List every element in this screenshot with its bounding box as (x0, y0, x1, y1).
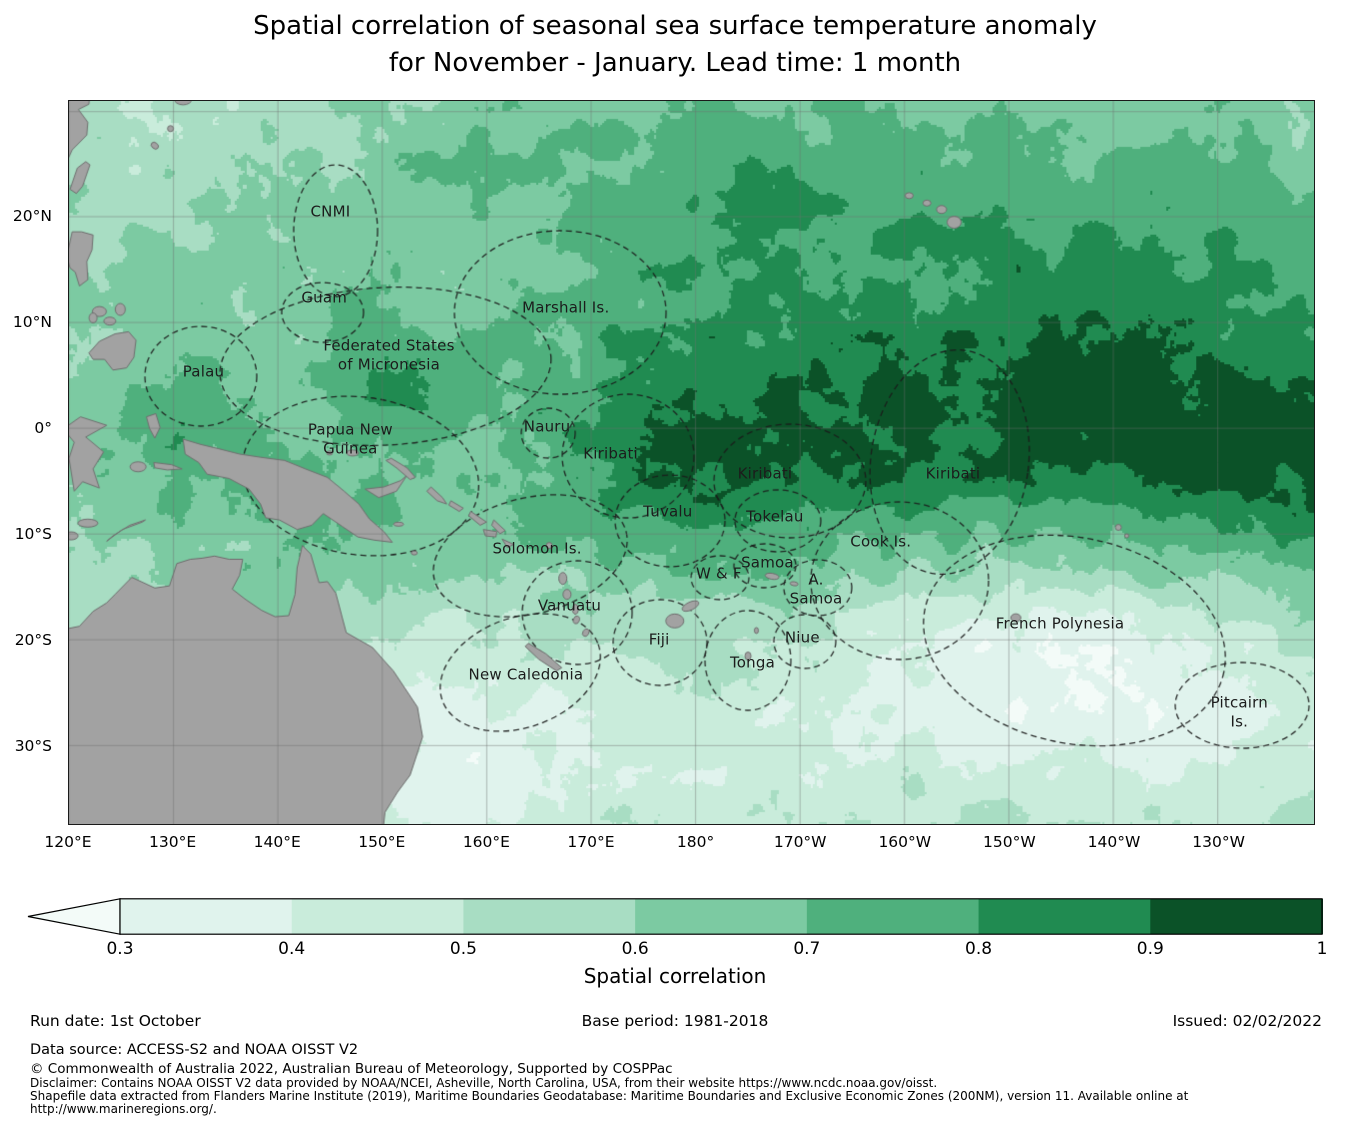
region-label: CNMI (310, 202, 351, 221)
region-label: Kiribati (925, 464, 981, 483)
copyright-text: © Commonwealth of Australia 2022, Austra… (30, 1061, 673, 1077)
region-label: W & F (696, 564, 742, 583)
y-axis-tick-label: 20°N (12, 207, 52, 225)
y-axis-tick-label: 10°N (12, 313, 52, 332)
run-date-text: Run date: 1st October (30, 1012, 201, 1030)
region-label: Tokelau (746, 507, 804, 526)
region-labels-layer: CNMI Guam Marshall Is. Federated States of … (69, 101, 1314, 824)
data-source-text: Data source: ACCESS-S2 and NOAA OISST V2 (30, 1042, 359, 1058)
region-label: Samoa (741, 553, 794, 572)
x-axis-tick-label: 120°E (44, 833, 92, 851)
region-label: Pitcairn Is. (1210, 693, 1268, 730)
colorbar-segment (978, 898, 1152, 935)
region-label: Guam (301, 288, 348, 307)
x-axis-tick-label: 160°W (878, 833, 932, 851)
x-axis-tick-label: 130°E (149, 833, 197, 851)
colorbar (27, 898, 1323, 935)
colorbar-ticks: 0.3 0.4 0.5 0.6 0.7 0.8 0.9 1 (27, 939, 1327, 961)
region-label: New Caledonia (468, 665, 584, 684)
colorbar-tick-label: 0.6 (621, 939, 649, 959)
region-label: Tuvalu (643, 502, 693, 521)
region-label: Nauru (523, 417, 571, 436)
colorbar-label: Spatial correlation (583, 964, 767, 988)
colorbar-segment (635, 898, 808, 935)
y-axis-tick-label: 30°S (14, 737, 52, 756)
x-axis-tick-label: 170°W (773, 833, 827, 851)
x-axis: 120°E 130°E 140°E 150°E 160°E 170°E 180° 170°W 1… (44, 833, 1315, 855)
region-label: Cook Is. (850, 532, 912, 551)
colorbar-tick-label: 0.4 (278, 939, 306, 959)
colorbar-segment (120, 898, 293, 935)
x-axis-tick-label: 140°E (253, 833, 301, 851)
colorbar-tick-label: 0.9 (1136, 939, 1164, 959)
map-area: CNMI Guam Marshall Is. Federated States of … (68, 100, 1315, 825)
region-label: Solomon Is. (492, 539, 582, 558)
colorbar-tick-label: 0.3 (106, 939, 134, 959)
correlation-map-canvas (69, 101, 1314, 824)
region-label: French Polynesia (995, 615, 1125, 634)
colorbar-segment (1150, 898, 1323, 935)
region-label: Marshall Is. (522, 298, 610, 317)
region-label: Kiribati (583, 444, 638, 463)
marineregions-url-text: http://www.marineregions.org/. (30, 1102, 217, 1116)
colorbar-segment (806, 898, 980, 935)
x-axis-tick-label: 150°E (358, 833, 406, 851)
x-axis-tick-label: 150°W (983, 833, 1036, 851)
colorbar-frame (119, 898, 1323, 935)
region-label: Federated States of Micronesia (323, 336, 455, 374)
region-label: Kiribati (737, 464, 793, 483)
y-axis-tick-label: 10°S (14, 525, 52, 544)
shapefile-attribution-text: Shapefile data extracted from Flanders M… (30, 1089, 1189, 1103)
region-label: A. Samoa (789, 570, 843, 608)
colorbar-tick-label: 0.5 (449, 939, 477, 959)
region-label: Tonga (729, 653, 776, 672)
issued-date-text: Issued: 02/02/2022 (1172, 1012, 1322, 1030)
colorbar-svg (27, 898, 1323, 935)
y-axis-tick-label: 0° (34, 419, 52, 438)
x-axis-tick-label: 160°E (462, 833, 510, 851)
colorbar-tick-label: 0.8 (965, 939, 993, 959)
colorbar-under-arrow (27, 898, 121, 935)
colorbar-tick-label: 0.7 (793, 939, 821, 959)
colorbar-segment (291, 898, 465, 935)
y-axis: 20°N 10°N 0° 10°S 20°S 30°S (0, 100, 60, 825)
x-axis-tick-label: 130°W (1192, 833, 1245, 851)
colorbar-tick-label: 1 (1316, 939, 1328, 959)
x-axis-tick-label: 170°E (567, 833, 615, 851)
region-label: Vanuatu (537, 597, 602, 615)
disclaimer-text: Disclaimer: Contains NOAA OISST V2 data … (30, 1076, 938, 1090)
region-label: Papua New Guinea (307, 420, 393, 458)
x-axis-tick-label: 140°W (1087, 833, 1141, 851)
region-label: Palau (182, 362, 225, 381)
region-label: Fiji (648, 630, 670, 649)
region-label: Niue (784, 628, 820, 647)
x-axis-tick-label: 180° (676, 833, 715, 851)
figure-title: Spatial correlation of seasonal sea surf… (253, 11, 1097, 78)
base-period-text: Base period: 1981-2018 (581, 1012, 769, 1030)
colorbar-segment (463, 898, 637, 935)
y-axis-tick-label: 20°S (14, 631, 52, 650)
